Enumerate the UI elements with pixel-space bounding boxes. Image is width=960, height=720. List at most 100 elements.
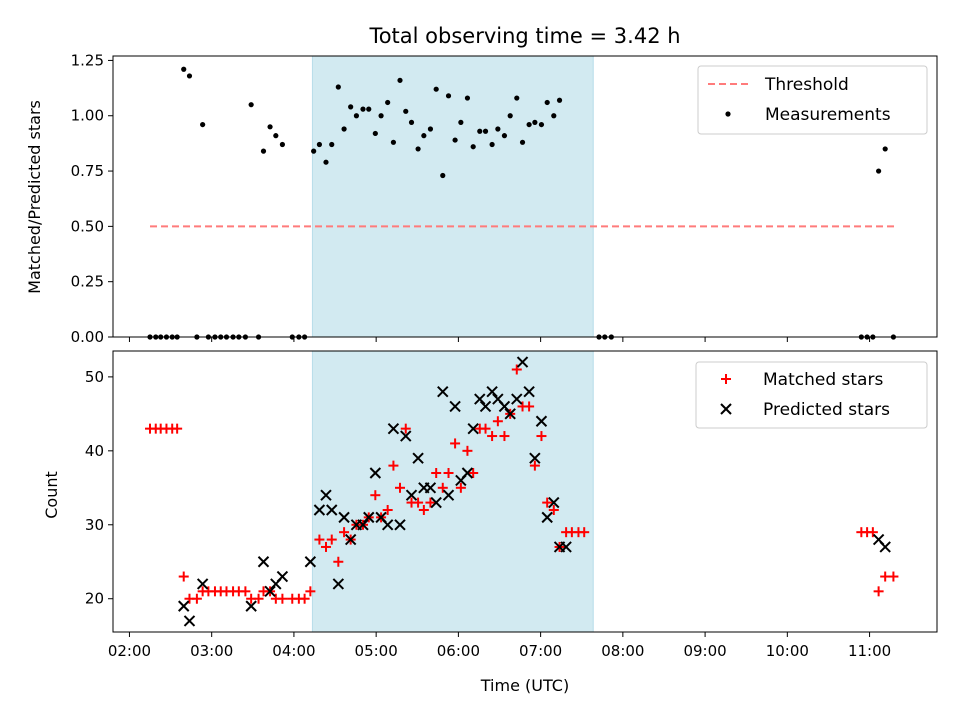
predicted-point (332, 578, 345, 590)
matched-point (462, 445, 473, 456)
x-stroke (394, 519, 406, 531)
x-stroke (474, 393, 486, 405)
x-stroke (357, 519, 369, 531)
x-stroke (313, 504, 326, 516)
predicted-point (467, 422, 479, 435)
measurement-point (403, 108, 409, 114)
measurement-point (372, 130, 378, 137)
predicted-point (326, 504, 338, 516)
matched-point (499, 431, 510, 442)
x-stroke (541, 511, 553, 524)
legend-threshold-label: Threshold (764, 75, 849, 95)
x-stroke (387, 422, 400, 435)
predicted-point (338, 511, 350, 524)
measurement-point (415, 146, 421, 152)
top-y-tick-label: 0.00 (71, 328, 104, 346)
x-stroke (430, 496, 442, 509)
matched-point (480, 423, 491, 434)
top-legend: Threshold Measurements (697, 65, 928, 135)
x-stroke (872, 533, 885, 546)
x-stroke (523, 385, 535, 398)
matched-point (542, 497, 553, 508)
x-stroke (449, 400, 461, 413)
predicted-point (257, 556, 270, 568)
measurement-point (323, 159, 329, 165)
x-stroke (548, 496, 560, 509)
matched-point (382, 504, 393, 515)
matched-point (873, 586, 884, 597)
matched-point (305, 586, 316, 597)
matched-point (299, 593, 310, 604)
predicted-point (357, 519, 369, 531)
x-stroke (504, 408, 516, 420)
measurement-point (341, 126, 347, 132)
predicted-point (363, 511, 375, 524)
matched-point (455, 482, 466, 493)
legend-predicted-marker (720, 403, 732, 415)
predicted-point (529, 452, 541, 464)
top-plot-marks (147, 66, 897, 340)
measurement-point (335, 84, 341, 90)
legend-measurements-label: Measurements (765, 105, 891, 125)
x-tick-label: 09:00 (683, 642, 726, 660)
x-stroke (498, 400, 511, 413)
predicted-point (511, 393, 523, 405)
x-stroke (405, 489, 418, 501)
top-y-tick-label: 0.50 (71, 217, 104, 235)
predicted-point (264, 585, 276, 598)
matched-point (172, 423, 183, 434)
predicted-point (245, 600, 257, 612)
measurement-point (882, 146, 888, 152)
measurement-point (408, 119, 415, 125)
top-y-tick-label: 0.75 (71, 162, 104, 180)
x-stroke (467, 422, 479, 435)
matched-point (431, 468, 442, 479)
x-stroke (344, 533, 357, 546)
measurement-point (544, 99, 550, 106)
measurement-point (360, 106, 366, 112)
predicted-point (183, 615, 196, 627)
predicted-point (405, 489, 418, 501)
predicted-point (430, 496, 442, 509)
measurement-point (482, 128, 489, 134)
predicted-point (412, 452, 424, 464)
matched-point (326, 534, 337, 545)
measurement-point (507, 113, 513, 119)
x-stroke (338, 511, 350, 524)
top-legend-box (697, 65, 928, 135)
x-stroke (326, 504, 338, 516)
chart-title: Total observing time = 3.42 h (368, 24, 680, 48)
predicted-point (516, 356, 529, 368)
measurement-point (348, 104, 354, 110)
predicted-point (449, 400, 461, 413)
matched-point (400, 423, 411, 434)
matched-point (370, 490, 381, 501)
x-stroke (400, 430, 412, 442)
matched-point (191, 593, 202, 604)
measurement-point (538, 121, 545, 128)
measurement-point (458, 119, 464, 125)
x-stroke (381, 519, 394, 531)
predicted-point (498, 400, 511, 413)
x-stroke (424, 482, 437, 494)
predicted-point (313, 504, 326, 516)
x-tick-label: 08:00 (601, 642, 644, 660)
legend-x-glyph (720, 403, 732, 415)
bottom-y-tick-label: 50 (85, 368, 104, 386)
measurement-point (186, 73, 193, 79)
measurement-point (248, 102, 254, 108)
predicted-point (486, 385, 498, 398)
x-stroke (412, 452, 424, 464)
measurement-point (445, 93, 452, 99)
bottom-plot-marks (145, 356, 899, 627)
matched-point (425, 497, 436, 508)
predicted-point (541, 511, 553, 524)
matched-point (529, 460, 540, 471)
x-tick-label: 06:00 (437, 642, 480, 660)
predicted-point (442, 489, 455, 501)
matched-point (333, 556, 344, 567)
matched-point (443, 468, 454, 479)
predicted-point (437, 385, 449, 398)
measurement-point (876, 168, 882, 174)
x-stroke (486, 385, 498, 398)
